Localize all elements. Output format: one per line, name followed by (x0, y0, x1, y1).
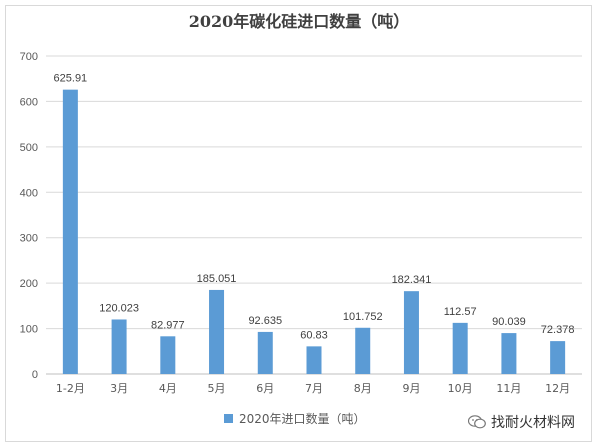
legend: 2020年进口数量（吨） (224, 410, 366, 426)
bar (550, 341, 566, 374)
bar (501, 333, 517, 374)
y-tick-label: 400 (20, 187, 38, 199)
x-tick-label: 7月 (305, 382, 323, 395)
bar (306, 346, 322, 374)
data-label: 90.039 (492, 316, 526, 328)
data-label: 92.635 (248, 315, 282, 327)
data-label: 72.378 (541, 324, 575, 336)
x-tick-label: 1-2月 (56, 382, 85, 395)
watermark: 找耐火材料网 (468, 412, 575, 432)
data-label: 101.752 (343, 311, 383, 323)
data-label: 112.57 (444, 306, 477, 318)
y-tick-label: 600 (20, 96, 38, 108)
x-axis-ticks: 1-2月 3月 4月 5月 6月 7月 8月 9月 10月 11月 12月 (56, 382, 570, 395)
bar (355, 327, 371, 374)
x-tick-label: 4月 (159, 382, 177, 395)
y-tick-label: 200 (20, 278, 38, 290)
x-tick-label: 11月 (496, 382, 521, 395)
data-label: 60.83 (300, 329, 328, 341)
y-tick-label: 300 (20, 233, 38, 245)
chart-title: 2020年碳化硅进口数量（吨） (188, 12, 410, 31)
bar (452, 322, 468, 374)
x-tick-label: 12月 (545, 382, 570, 395)
data-label: 82.977 (151, 319, 185, 331)
gridlines (46, 55, 582, 375)
x-tick-label: 9月 (402, 382, 420, 395)
y-tick-label: 0 (32, 369, 38, 381)
x-tick-label: 6月 (256, 382, 274, 395)
y-axis-ticks: 0 100 200 300 400 500 600 700 (20, 51, 38, 381)
y-tick-label: 700 (20, 51, 38, 63)
bars (62, 89, 566, 375)
bar (209, 289, 225, 374)
legend-label: 2020年进口数量（吨） (239, 411, 366, 426)
bar (111, 319, 127, 374)
x-tick-label: 3月 (110, 382, 128, 395)
legend-swatch (224, 413, 233, 423)
y-tick-label: 100 (20, 324, 38, 336)
bar (160, 336, 176, 374)
x-tick-label: 8月 (354, 382, 372, 395)
data-labels: 625.91 120.023 82.977 185.051 92.635 60.83 101… (54, 73, 575, 342)
bar (403, 291, 419, 374)
x-tick-label: 10月 (448, 382, 473, 395)
data-label: 625.91 (54, 73, 88, 85)
data-label: 120.023 (99, 302, 139, 314)
data-label: 182.341 (392, 274, 432, 286)
data-label: 185.051 (197, 273, 237, 285)
wechat-icon (468, 415, 486, 429)
chart-frame (5, 5, 592, 442)
y-tick-label: 500 (20, 142, 38, 154)
bar (257, 331, 273, 374)
bar (62, 89, 78, 375)
watermark-text: 找耐火材料网 (491, 415, 575, 431)
x-tick-label: 5月 (208, 382, 226, 395)
